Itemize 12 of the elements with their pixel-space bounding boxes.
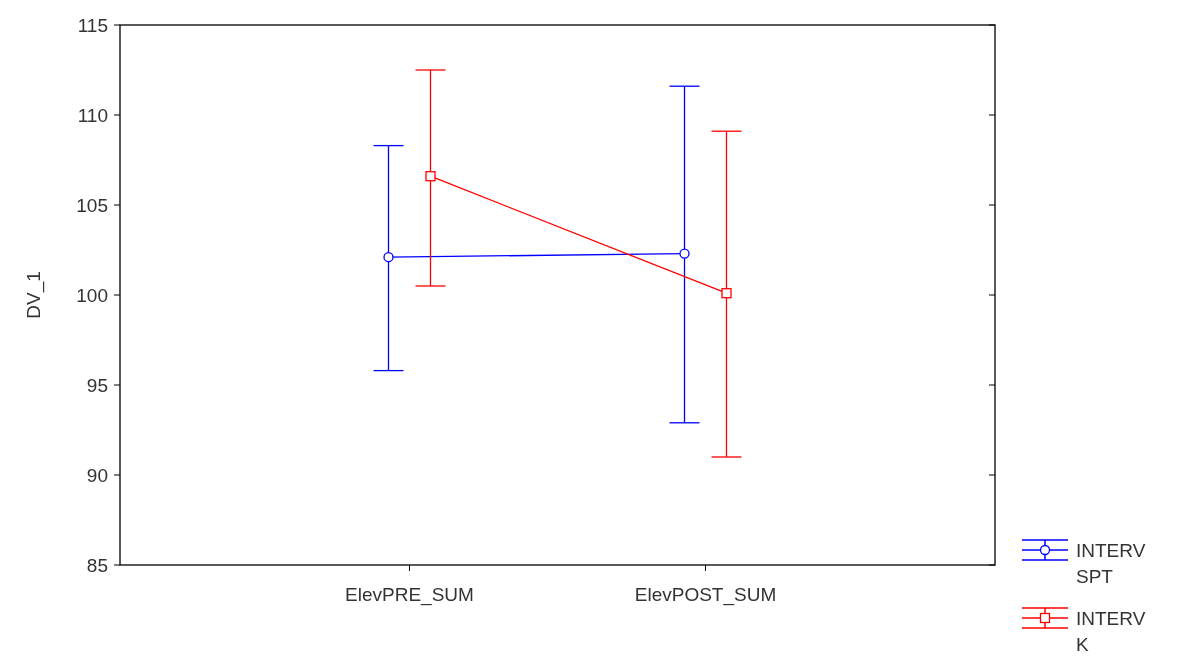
y-tick-label: 90: [86, 464, 108, 486]
x-tick-label: ElevPOST_SUM: [634, 584, 777, 606]
legend-label: INTERV K: [1076, 608, 1146, 655]
x-tick-label: ElevPRE_SUM: [345, 584, 474, 606]
y-tick-label: 115: [77, 14, 108, 36]
y-tick-label: 100: [76, 284, 108, 306]
y-tick-label: 110: [77, 104, 108, 126]
y-axis-title: DV_1: [23, 271, 45, 319]
y-tick-label: 85: [86, 554, 108, 576]
y-tick-label: 105: [76, 194, 108, 216]
legend-label: INTERV SPT: [1076, 540, 1146, 587]
y-tick-label: 95: [86, 374, 108, 396]
